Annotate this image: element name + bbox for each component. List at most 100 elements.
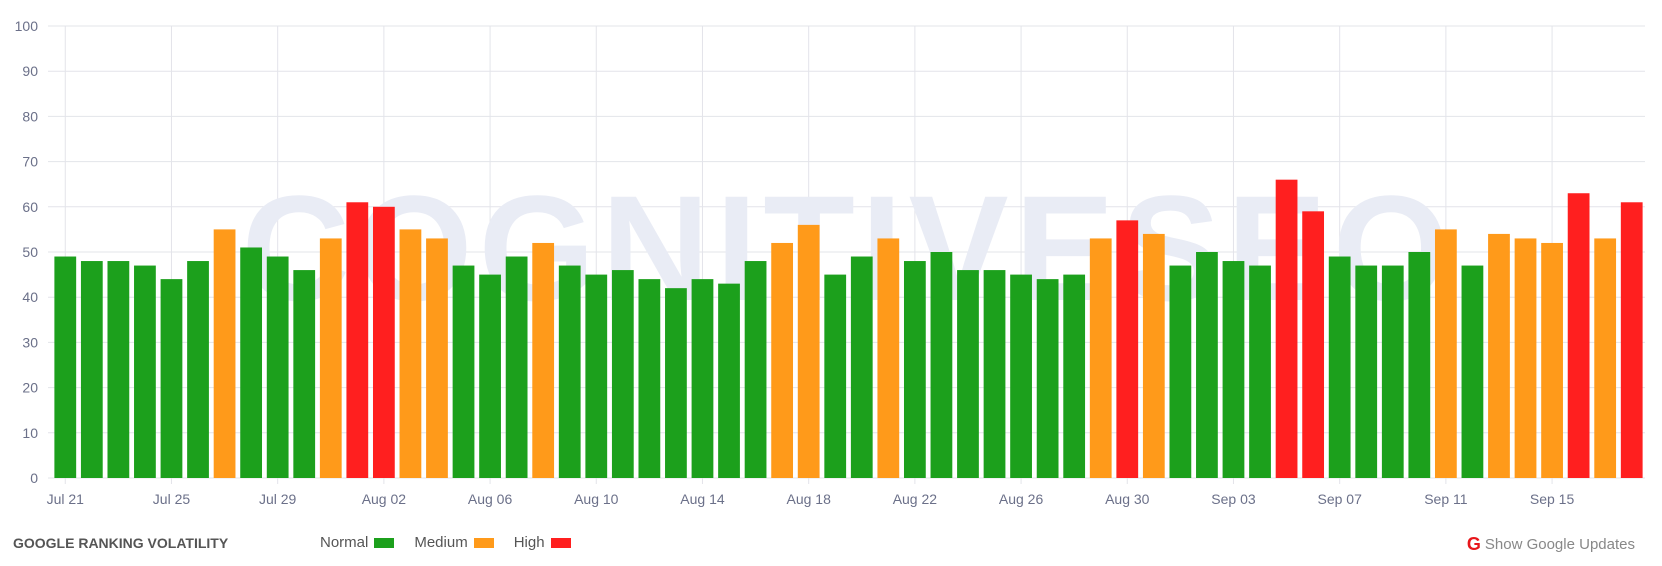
bar-sep-07 bbox=[1328, 256, 1351, 478]
bar-aug-09 bbox=[558, 265, 581, 478]
bar-jul-22 bbox=[80, 261, 103, 478]
bar-aug-14 bbox=[691, 279, 714, 478]
bar-sep-14 bbox=[1514, 238, 1537, 478]
x-tick-label: Jul 29 bbox=[259, 491, 297, 507]
x-tick-label: Aug 30 bbox=[1105, 491, 1150, 507]
bar-aug-28 bbox=[1063, 274, 1086, 478]
bar-sep-12 bbox=[1461, 265, 1484, 478]
show-google-updates-button[interactable]: G Show Google Updates bbox=[1467, 534, 1635, 555]
bar-aug-30 bbox=[1116, 220, 1139, 479]
bar-jul-28 bbox=[240, 247, 263, 478]
watermark: COGNITIVESEO bbox=[242, 164, 1456, 332]
bar-aug-13 bbox=[665, 288, 687, 478]
x-tick-label: Aug 18 bbox=[786, 491, 831, 507]
bar-sep-13 bbox=[1488, 233, 1510, 478]
bar-aug-15 bbox=[718, 283, 740, 478]
bar-jul-25 bbox=[160, 279, 183, 478]
bar-aug-25 bbox=[983, 270, 1006, 478]
x-tick-label: Sep 11 bbox=[1424, 491, 1468, 507]
bar-sep-08 bbox=[1355, 265, 1378, 478]
y-tick-label: 90 bbox=[22, 63, 38, 79]
legend-high-swatch bbox=[550, 537, 571, 548]
show-google-updates-label: Show Google Updates bbox=[1484, 536, 1635, 553]
bar-sep-11 bbox=[1434, 229, 1457, 478]
bar-aug-29 bbox=[1089, 238, 1112, 478]
bar-aug-04 bbox=[426, 238, 448, 478]
x-tick-label: Jul 25 bbox=[153, 491, 191, 507]
y-tick-label: 100 bbox=[15, 18, 39, 34]
y-tick-label: 50 bbox=[22, 244, 38, 260]
bar-aug-16 bbox=[744, 261, 767, 478]
bar-aug-08 bbox=[532, 242, 555, 478]
x-tick-label: Aug 10 bbox=[574, 491, 619, 507]
bar-aug-19 bbox=[824, 274, 847, 478]
x-tick-label: Sep 15 bbox=[1530, 491, 1575, 507]
y-tick-label: 10 bbox=[22, 425, 38, 441]
x-tick-label: Aug 14 bbox=[680, 491, 725, 507]
bar-jul-26 bbox=[187, 261, 209, 478]
bar-jul-31 bbox=[319, 238, 342, 478]
y-tick-label: 40 bbox=[22, 289, 38, 305]
bar-aug-24 bbox=[957, 270, 979, 478]
bar-jul-23 bbox=[107, 261, 130, 478]
bar-aug-21 bbox=[877, 238, 900, 478]
bar-aug-12 bbox=[638, 279, 661, 478]
bar-aug-10 bbox=[585, 274, 608, 478]
google-icon: G bbox=[1466, 534, 1481, 554]
chart-footer: GOOGLE RANKING VOLATILITY Normal Medium … bbox=[0, 532, 1662, 556]
y-tick-label: 0 bbox=[30, 470, 38, 486]
bar-sep-04 bbox=[1249, 265, 1271, 478]
bar-sep-06 bbox=[1302, 211, 1325, 478]
bar-aug-05 bbox=[452, 265, 475, 478]
bar-sep-09 bbox=[1381, 265, 1404, 478]
bar-sep-03 bbox=[1222, 261, 1245, 478]
volatility-chart: 0 10 20 30 40 50 60 70 80 90 100 Jul 21 Jul 25 Jul 29… bbox=[15, 18, 1645, 507]
legend-medium-label: Medium bbox=[414, 534, 468, 551]
x-tick-label: Aug 22 bbox=[893, 491, 938, 507]
legend-high-label: High bbox=[513, 534, 545, 551]
bar-aug-26 bbox=[1010, 274, 1032, 478]
bar-sep-18 bbox=[1620, 202, 1643, 478]
bar-aug-20 bbox=[850, 256, 873, 478]
y-tick-label: 30 bbox=[22, 334, 38, 350]
bar-aug-01 bbox=[346, 202, 369, 478]
legend-medium-swatch bbox=[473, 537, 494, 548]
x-tick-label: Aug 02 bbox=[362, 491, 407, 507]
bar-aug-27 bbox=[1036, 279, 1059, 478]
bar-sep-10 bbox=[1408, 252, 1431, 478]
bar-aug-22 bbox=[903, 261, 926, 478]
x-tick-label: Sep 07 bbox=[1317, 491, 1362, 507]
x-tick-label: Aug 06 bbox=[468, 491, 513, 507]
bar-sep-16 bbox=[1567, 193, 1590, 479]
legend-normal-label: Normal bbox=[320, 534, 369, 551]
legend: Normal Medium High bbox=[320, 534, 585, 551]
bar-sep-17 bbox=[1594, 238, 1617, 478]
bar-aug-07 bbox=[505, 256, 528, 478]
bar-aug-18 bbox=[797, 224, 820, 478]
y-tick-label: 20 bbox=[22, 380, 38, 396]
legend-normal-swatch bbox=[374, 537, 395, 548]
bar-aug-31 bbox=[1142, 233, 1165, 478]
bar-aug-03 bbox=[399, 229, 422, 478]
bar-jul-24 bbox=[134, 265, 156, 478]
x-tick-label: Jul 21 bbox=[47, 491, 85, 507]
bar-aug-17 bbox=[771, 242, 794, 478]
x-tick-label: Sep 03 bbox=[1211, 491, 1256, 507]
bar-jul-21 bbox=[54, 256, 77, 478]
bar-jul-27 bbox=[213, 229, 236, 478]
bar-jul-29 bbox=[266, 256, 289, 478]
chart-title: GOOGLE RANKING VOLATILITY bbox=[13, 535, 229, 551]
bar-aug-11 bbox=[611, 270, 634, 478]
bar-sep-01 bbox=[1169, 265, 1192, 478]
bar-sep-15 bbox=[1541, 242, 1563, 478]
y-tick-label: 80 bbox=[22, 108, 38, 124]
bar-sep-02 bbox=[1196, 252, 1218, 478]
bar-sep-05 bbox=[1275, 179, 1298, 478]
bar-aug-02 bbox=[372, 206, 395, 479]
bar-jul-30 bbox=[293, 270, 316, 478]
x-tick-label: Aug 26 bbox=[999, 491, 1044, 507]
bar-aug-06 bbox=[479, 274, 501, 478]
y-tick-label: 70 bbox=[22, 154, 38, 170]
y-tick-label: 60 bbox=[22, 199, 38, 215]
bar-aug-23 bbox=[930, 252, 953, 478]
